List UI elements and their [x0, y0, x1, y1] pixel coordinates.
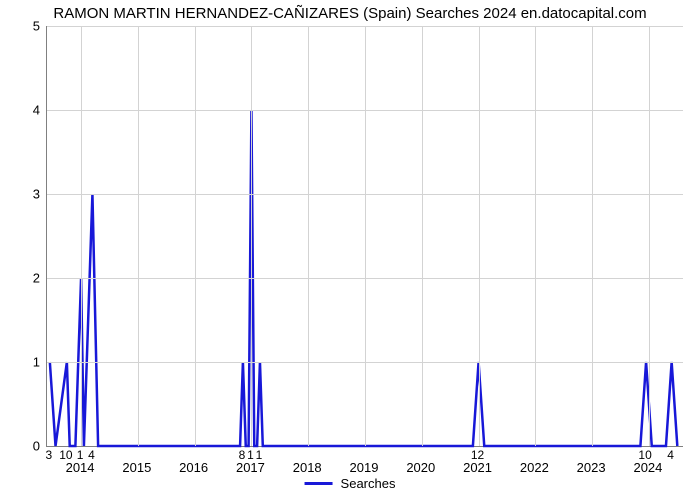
y-tick-label: 4	[10, 103, 40, 118]
peak-label: 4	[667, 448, 674, 462]
gridline-v	[308, 26, 309, 446]
gridline-v	[251, 26, 252, 446]
x-tick-label: 2022	[520, 460, 549, 475]
y-tick-label: 5	[10, 19, 40, 34]
peak-label: 1	[247, 448, 254, 462]
x-tick-label: 2014	[66, 460, 95, 475]
gridline-v	[138, 26, 139, 446]
peak-label: 12	[471, 448, 484, 462]
peak-label: 3	[45, 448, 52, 462]
x-tick-label: 2023	[577, 460, 606, 475]
gridline-v	[365, 26, 366, 446]
x-tick-label: 2021	[463, 460, 492, 475]
x-tick-label: 2018	[293, 460, 322, 475]
peak-label: 1	[77, 448, 84, 462]
x-tick-label: 2015	[122, 460, 151, 475]
gridline-v	[649, 26, 650, 446]
x-tick-label: 2016	[179, 460, 208, 475]
plot-area	[46, 26, 683, 447]
legend: Searches	[305, 476, 396, 491]
peak-label: 10	[59, 448, 72, 462]
y-tick-label: 0	[10, 439, 40, 454]
y-tick-label: 2	[10, 271, 40, 286]
x-tick-label: 2019	[350, 460, 379, 475]
x-tick-label: 2024	[633, 460, 662, 475]
legend-label: Searches	[341, 476, 396, 491]
chart-title: RAMON MARTIN HERNANDEZ-CAÑIZARES (Spain)…	[0, 5, 700, 22]
gridline-v	[81, 26, 82, 446]
x-tick-label: 2020	[406, 460, 435, 475]
gridline-v	[422, 26, 423, 446]
gridline-v	[479, 26, 480, 446]
chart-container: RAMON MARTIN HERNANDEZ-CAÑIZARES (Spain)…	[0, 0, 700, 500]
gridline-v	[535, 26, 536, 446]
gridline-v	[592, 26, 593, 446]
y-tick-label: 3	[10, 187, 40, 202]
peak-label: 1	[256, 448, 263, 462]
gridline-v	[195, 26, 196, 446]
peak-label: 8	[239, 448, 246, 462]
legend-swatch	[305, 482, 333, 485]
x-tick-label: 2017	[236, 460, 265, 475]
peak-label: 4	[88, 448, 95, 462]
peak-label: 10	[638, 448, 651, 462]
y-tick-label: 1	[10, 355, 40, 370]
